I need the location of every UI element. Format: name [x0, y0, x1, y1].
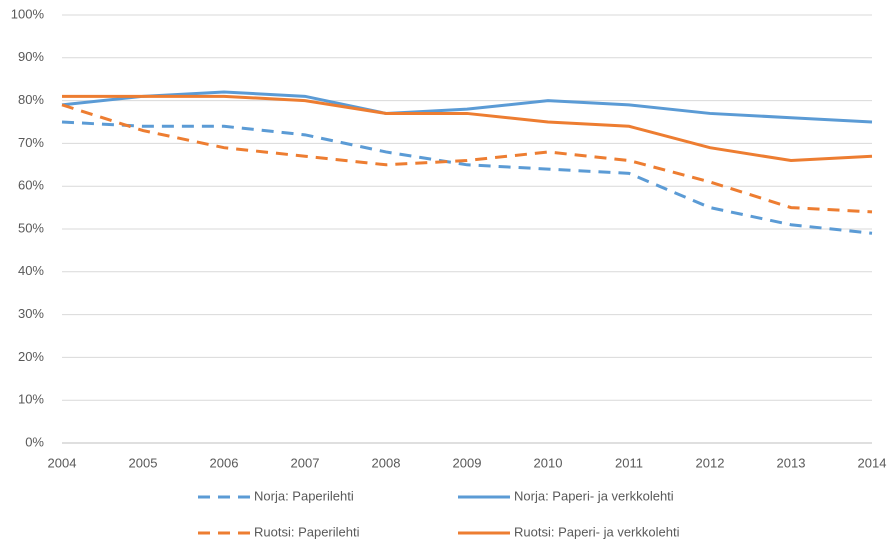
- series-line: [61, 90, 873, 124]
- series-line: [62, 94, 873, 163]
- series-line: [61, 120, 873, 235]
- x-tick-label: 2009: [453, 455, 482, 470]
- x-tick-label: 2011: [615, 455, 643, 470]
- series-line: [61, 103, 873, 214]
- legend-label: Norja: Paperi- ja verkkolehti: [514, 488, 674, 503]
- x-tick-label: 2014: [858, 455, 887, 470]
- x-tick-label: 2005: [129, 455, 158, 470]
- x-tick-label: 2012: [696, 455, 725, 470]
- x-tick-label: 2007: [291, 455, 320, 470]
- legend-label: Ruotsi: Paperi- ja verkkolehti: [514, 524, 680, 539]
- x-tick-label: 2004: [48, 455, 77, 470]
- y-tick-label: 30%: [18, 306, 44, 321]
- y-tick-label: 80%: [18, 92, 44, 107]
- y-tick-label: 70%: [18, 135, 44, 150]
- y-tick-label: 20%: [18, 349, 44, 364]
- x-tick-label: 2006: [210, 455, 239, 470]
- legend-label: Norja: Paperilehti: [254, 488, 354, 503]
- y-tick-label: 10%: [18, 392, 44, 407]
- x-tick-label: 2008: [372, 455, 401, 470]
- legend-label: Ruotsi: Paperilehti: [254, 524, 360, 539]
- x-tick-label: 2013: [777, 455, 806, 470]
- x-tick-label: 2010: [534, 455, 563, 470]
- y-tick-label: 50%: [18, 220, 44, 235]
- y-tick-label: 60%: [18, 178, 44, 193]
- y-tick-label: 40%: [18, 263, 44, 278]
- y-tick-label: 90%: [18, 49, 44, 64]
- y-tick-label: 0%: [25, 434, 44, 449]
- y-tick-label: 100%: [11, 6, 45, 21]
